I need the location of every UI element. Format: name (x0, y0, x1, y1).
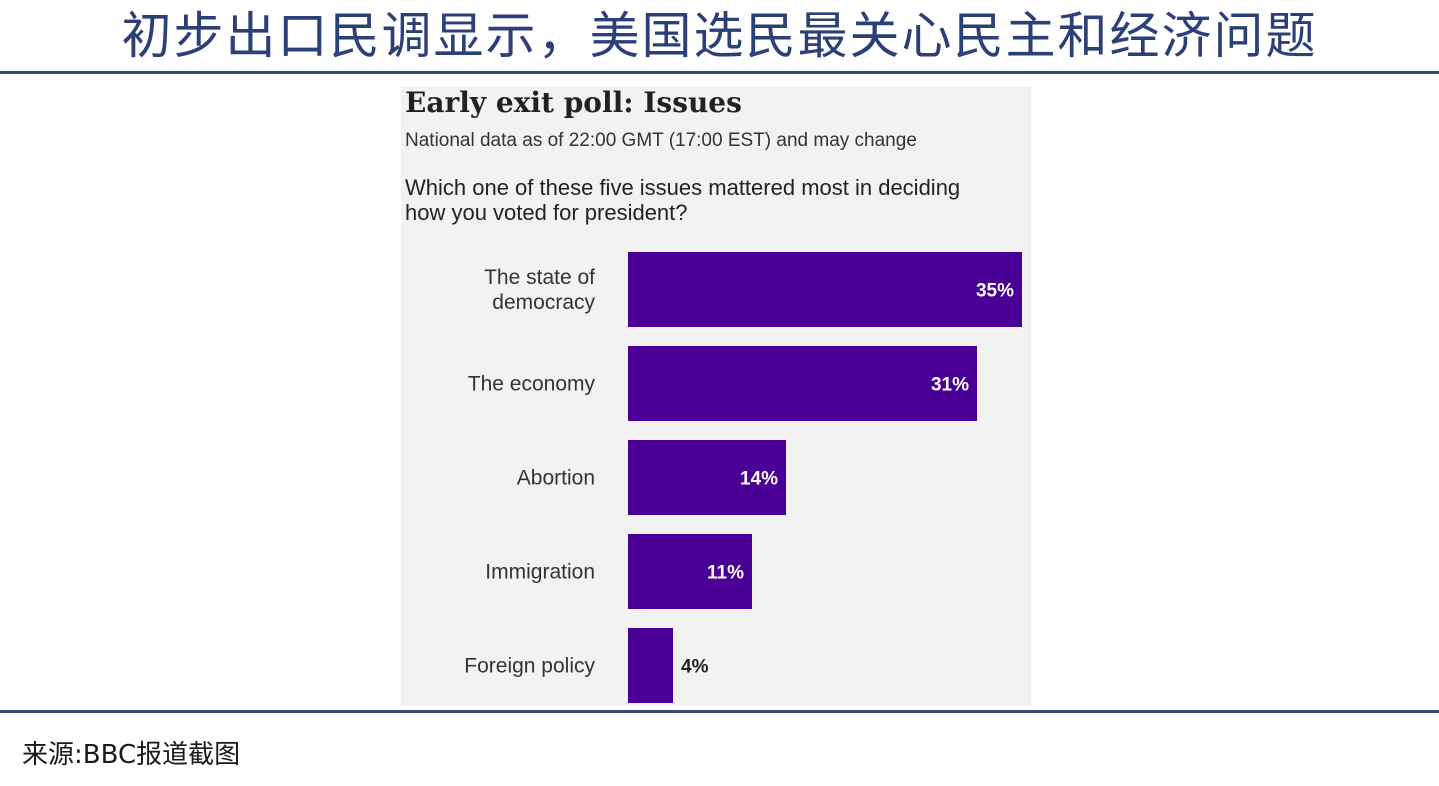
category-label-3: Immigration (485, 561, 595, 584)
value-label-2: 14% (740, 469, 778, 490)
category-label-1: The economy (468, 373, 596, 396)
chart-subtitle: National data as of 22:00 GMT (17:00 EST… (405, 130, 917, 151)
footer-divider (0, 710, 1439, 713)
bar-4 (628, 628, 673, 703)
bar-3 (628, 534, 752, 609)
category-label-0: The state of democracy (484, 266, 595, 314)
value-label-1: 31% (931, 375, 969, 396)
chart-title: Early exit poll: Issues (405, 86, 742, 119)
category-label-2: Abortion (517, 467, 595, 490)
bar-chart: The state of democracy 35% The economy 31% Ab… (464, 252, 1022, 703)
source-note: 来源:BBC报道截图 (22, 740, 241, 770)
slide-title: 初步出口民调显示，美国选民最关心民主和经济问题 (121, 7, 1318, 65)
chart-card: Early exit poll: Issues National data as… (401, 86, 1031, 706)
value-label-4: 4% (681, 657, 709, 678)
bar-1 (628, 346, 977, 421)
category-label-4: Foreign policy (464, 655, 595, 678)
bar-2 (628, 440, 786, 515)
chart-question: Which one of these five issues mattered … (405, 175, 961, 225)
title-divider (0, 71, 1439, 74)
bar-0 (628, 252, 1022, 327)
value-label-0: 35% (976, 281, 1014, 302)
value-label-3: 11% (707, 563, 744, 584)
